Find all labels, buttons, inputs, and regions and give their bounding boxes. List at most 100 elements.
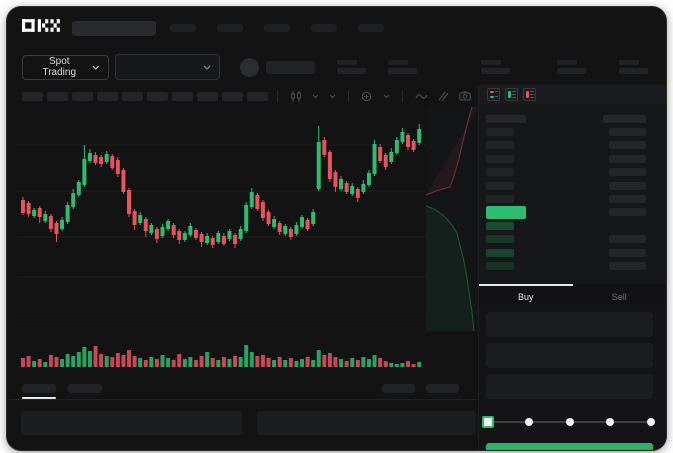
bottom-tab-bar (7, 383, 478, 399)
nav-item-skeleton[interactable] (358, 24, 384, 32)
tab-sell[interactable]: Sell (573, 284, 667, 307)
total-input-skeleton[interactable] (486, 374, 653, 399)
orderbook-header[interactable] (486, 112, 526, 125)
orderbook-row[interactable] (486, 152, 526, 165)
bottom-action-skeleton[interactable] (426, 384, 459, 393)
tab-buy-label: Buy (517, 291, 534, 302)
orderbook-row[interactable] (486, 125, 526, 138)
market-type-label: Spot Trading (42, 56, 77, 78)
candlestick-chart[interactable] (17, 107, 427, 331)
volume-bars (21, 345, 422, 367)
orderbook-row[interactable] (486, 205, 526, 219)
camera-icon[interactable] (459, 91, 471, 101)
line-icon[interactable] (415, 92, 428, 101)
chevron-down-icon[interactable] (312, 94, 319, 99)
nav-item-skeleton[interactable] (170, 24, 196, 32)
instrument-header: Spot Trading (7, 49, 666, 85)
orderbook-row[interactable] (609, 179, 646, 192)
chart-section (7, 85, 513, 450)
bottom-tab[interactable] (68, 384, 102, 399)
amount-input-skeleton[interactable] (486, 343, 653, 368)
price-chart-area[interactable] (7, 106, 478, 371)
compare-icon[interactable] (438, 91, 449, 102)
market-type-dropdown[interactable]: Spot Trading (22, 54, 110, 80)
orderbook-row[interactable] (609, 166, 646, 179)
orderbook-row[interactable] (486, 233, 526, 246)
coin-avatar (240, 57, 259, 77)
depth-chart[interactable] (425, 106, 478, 332)
ticker-stats (337, 60, 648, 74)
slider-handle[interactable] (482, 416, 494, 428)
chevron-down-icon[interactable] (383, 94, 390, 99)
chevron-down-icon (92, 65, 99, 70)
candles-icon[interactable] (290, 90, 302, 102)
slider-stop[interactable] (647, 418, 655, 426)
timeframe-skeleton[interactable] (72, 91, 93, 101)
timeframe-skeleton[interactable] (197, 91, 218, 101)
orderbook-row[interactable] (486, 259, 526, 272)
last-price-highlight (486, 205, 526, 219)
timeframe-skeleton[interactable] (222, 91, 243, 101)
bottom-action-skeleton[interactable] (382, 384, 415, 393)
buy-submit-button[interactable] (486, 443, 653, 450)
orders-history-section (7, 371, 478, 450)
ticker-stat-skeleton (388, 60, 417, 74)
timeframe-skeleton[interactable] (172, 91, 193, 101)
timeframe-skeleton[interactable] (22, 91, 43, 101)
nav-item-skeleton[interactable] (217, 24, 243, 32)
orderbook-amount-column (603, 112, 658, 284)
timeframe-skeleton[interactable] (247, 91, 268, 101)
orderbook-row[interactable] (609, 259, 646, 272)
search-bar-skeleton[interactable] (72, 20, 156, 36)
bottom-tab-active[interactable] (22, 384, 56, 399)
timeframe-skeleton[interactable] (122, 91, 143, 101)
price-input-skeleton[interactable] (486, 312, 653, 337)
orderbook-row[interactable] (609, 125, 646, 138)
indicator-icon[interactable] (361, 91, 373, 102)
orderbook-row[interactable] (486, 139, 526, 152)
chart-gridlines (17, 144, 427, 321)
orderbook-row[interactable] (609, 206, 646, 219)
order-book[interactable] (479, 104, 666, 284)
timeframe-skeleton[interactable] (147, 91, 168, 101)
app-window: Spot Trading (7, 7, 666, 450)
tab-buy[interactable]: Buy (479, 284, 573, 307)
orderbook-view-switcher (479, 85, 666, 104)
book-both-icon[interactable] (487, 88, 500, 101)
pair-name-skeleton (266, 60, 315, 74)
slider-stop[interactable] (565, 418, 574, 426)
timeframe-skeleton[interactable] (97, 91, 118, 101)
orderbook-row[interactable] (609, 246, 646, 259)
divider (348, 90, 349, 102)
amount-slider[interactable] (482, 416, 655, 428)
okx-logo[interactable] (22, 19, 62, 37)
nav-item-skeleton[interactable] (311, 24, 337, 32)
top-navigation-bar (7, 7, 666, 49)
divider (9, 399, 476, 400)
orderbook-row[interactable] (486, 219, 526, 232)
orderbook-row[interactable] (486, 179, 526, 192)
depth-curves (425, 106, 478, 332)
orderbook-row[interactable] (486, 192, 526, 205)
orderbook-price-column (486, 112, 526, 284)
nav-item-skeleton[interactable] (264, 24, 290, 32)
orderbook-row[interactable] (609, 233, 646, 246)
orderbook-row[interactable] (609, 152, 646, 165)
timeframe-skeleton[interactable] (47, 91, 68, 101)
slider-stop[interactable] (606, 418, 615, 426)
pair-selector-dropdown[interactable] (115, 54, 220, 80)
panel-skeleton (257, 411, 476, 435)
orderbook-row[interactable] (609, 192, 646, 205)
ticker-stat-skeleton (481, 60, 510, 74)
orderbook-row[interactable] (603, 112, 646, 125)
panel-skeleton (21, 411, 242, 435)
book-bids-icon[interactable] (505, 88, 518, 101)
ticker-stat-skeleton (557, 60, 586, 74)
orderbook-row[interactable] (486, 166, 526, 179)
slider-stop[interactable] (524, 418, 533, 426)
chart-toolbar (7, 85, 513, 107)
chevron-down-icon[interactable] (329, 94, 336, 99)
book-asks-icon[interactable] (523, 88, 536, 101)
orderbook-row[interactable] (486, 246, 526, 259)
orderbook-row[interactable] (609, 139, 646, 152)
